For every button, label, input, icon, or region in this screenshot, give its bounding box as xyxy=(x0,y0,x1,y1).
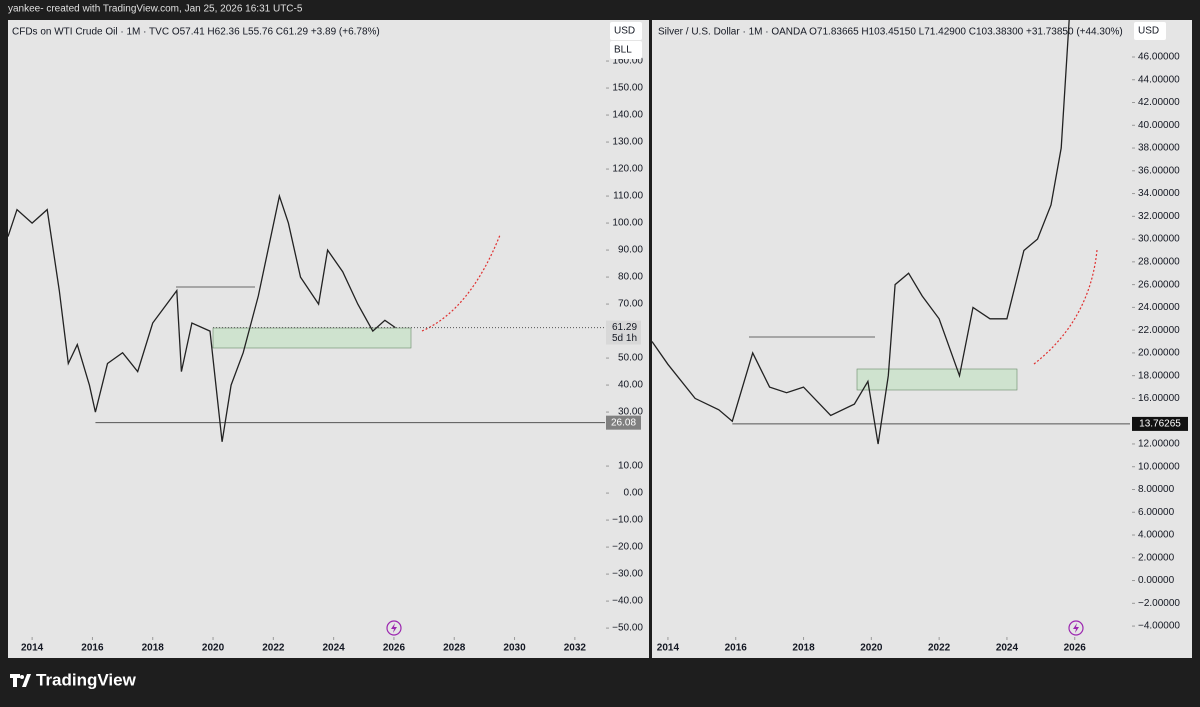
last-price-label: 61.29 xyxy=(612,322,637,333)
zone-box xyxy=(212,327,412,349)
currency[interactable]: USD xyxy=(1138,26,1159,37)
unit[interactable]: BLL xyxy=(614,45,632,56)
currency-button[interactable] xyxy=(1134,22,1166,40)
zone-box xyxy=(856,368,1018,391)
y-tick-label: 26.00000 xyxy=(1138,279,1180,290)
y-tick-label: 36.00000 xyxy=(1138,165,1180,176)
y-tick-label: 0.00 xyxy=(624,488,644,499)
y-tick-label: 22.00000 xyxy=(1138,325,1180,336)
brand: TradingView xyxy=(36,670,137,689)
currency[interactable]: USD xyxy=(614,26,635,37)
y-tick-label: 32.00000 xyxy=(1138,211,1180,222)
y-tick-label: 42.00000 xyxy=(1138,97,1180,108)
y-tick-label: 120.00 xyxy=(612,164,643,175)
countdown: 5d 1h xyxy=(612,333,637,344)
y-tick-label: −20.00 xyxy=(612,542,643,553)
currency-button[interactable] xyxy=(610,22,642,40)
price-series xyxy=(8,193,396,442)
level-label-box xyxy=(606,415,641,430)
y-tick-label: 24.00000 xyxy=(1138,302,1180,313)
logo xyxy=(10,674,31,687)
y-tick-label: −50.00 xyxy=(612,623,643,634)
x-tick-label: 2024 xyxy=(996,643,1019,654)
unit-button[interactable] xyxy=(610,41,642,59)
last-price-box xyxy=(606,320,641,345)
y-tick-label: 4.00000 xyxy=(1138,530,1175,541)
price-line xyxy=(8,193,396,442)
x-tick-label: 2016 xyxy=(81,643,104,654)
y-tick-label: 100.00 xyxy=(612,218,643,229)
x-tick-label: 2014 xyxy=(21,643,44,654)
y-tick-label: 150.00 xyxy=(612,83,643,94)
x-tick-label: 2026 xyxy=(383,643,406,654)
alert-icon[interactable] xyxy=(386,620,402,636)
y-tick-label: 18.00000 xyxy=(1138,370,1180,381)
y-tick-label: 130.00 xyxy=(612,137,643,148)
y-tick-label: 8.00000 xyxy=(1138,484,1175,495)
x-tick-label: 2028 xyxy=(443,643,466,654)
y-tick-label: 10.00000 xyxy=(1138,461,1180,472)
x-tick-label: 2016 xyxy=(725,643,748,654)
y-tick-label: −30.00 xyxy=(612,569,643,580)
y-tick-label: 6.00000 xyxy=(1138,507,1175,518)
y-tick-label: 110.00 xyxy=(613,191,643,202)
y-tick-label: 50.00 xyxy=(618,353,643,364)
y-tick-label: −40.00 xyxy=(612,596,643,607)
x-tick-label: 2020 xyxy=(860,643,883,654)
x-tick-label: 2032 xyxy=(564,643,587,654)
level-label-box xyxy=(1132,416,1188,431)
legend: CFDs on WTI Crude Oil · 1M · TVC O57.41 … xyxy=(12,27,380,38)
x-tick-label: 2024 xyxy=(323,643,346,654)
y-tick-label: 90.00 xyxy=(618,245,643,256)
y-tick-label: 0.00000 xyxy=(1138,575,1175,586)
y-tick-label: 2.00000 xyxy=(1138,552,1175,563)
y-tick-label: −2.00000 xyxy=(1138,598,1180,609)
price-series xyxy=(652,20,1070,445)
legend: Silver / U.S. Dollar · 1M · OANDA O71.83… xyxy=(658,27,1123,38)
y-tick-label: 34.00000 xyxy=(1138,188,1180,199)
y-tick-label: 160.00 xyxy=(612,56,643,67)
y-tick-label: 16.00000 xyxy=(1138,393,1180,404)
x-tick-label: 2018 xyxy=(792,643,815,654)
y-tick-label: 46.00000 xyxy=(1138,52,1180,63)
y-tick-label: 10.00 xyxy=(618,461,643,472)
projection-arc xyxy=(421,234,501,332)
x-tick-label: 2026 xyxy=(1064,643,1087,654)
y-tick-label: 44.00000 xyxy=(1138,74,1180,85)
y-tick-label: 30.00000 xyxy=(1138,234,1180,245)
y-tick-label: 20.00000 xyxy=(1138,348,1180,359)
y-tick-label: 140.00 xyxy=(612,110,643,121)
y-tick-label: 12.00000 xyxy=(1138,439,1180,450)
y-tick-label: −4.00000 xyxy=(1138,621,1180,632)
header: yankee- created with TradingView.com, Ja… xyxy=(8,4,303,15)
x-tick-label: 2030 xyxy=(503,643,526,654)
level-label: 26.08 xyxy=(611,417,636,428)
y-tick-label: 28.00000 xyxy=(1138,257,1180,268)
alert-icon[interactable] xyxy=(1068,620,1084,636)
y-tick-label: 40.00 xyxy=(618,380,643,391)
y-tick-label: 80.00 xyxy=(618,272,643,283)
right-panel xyxy=(652,20,1192,658)
level-label: 13.76265 xyxy=(1139,419,1181,430)
y-tick-label: 40.00000 xyxy=(1138,120,1180,131)
x-tick-label: 2020 xyxy=(202,643,225,654)
y-tick-label: −10.00 xyxy=(612,515,643,526)
y-tick-label: 70.00 xyxy=(618,299,643,310)
x-tick-label: 2018 xyxy=(142,643,165,654)
y-tick-label: 30.00 xyxy=(618,407,643,418)
price-line xyxy=(652,20,1070,445)
x-tick-label: 2014 xyxy=(657,643,680,654)
x-tick-label: 2022 xyxy=(928,643,951,654)
y-tick-label: 38.00000 xyxy=(1138,143,1180,154)
x-tick-label: 2022 xyxy=(262,643,285,654)
